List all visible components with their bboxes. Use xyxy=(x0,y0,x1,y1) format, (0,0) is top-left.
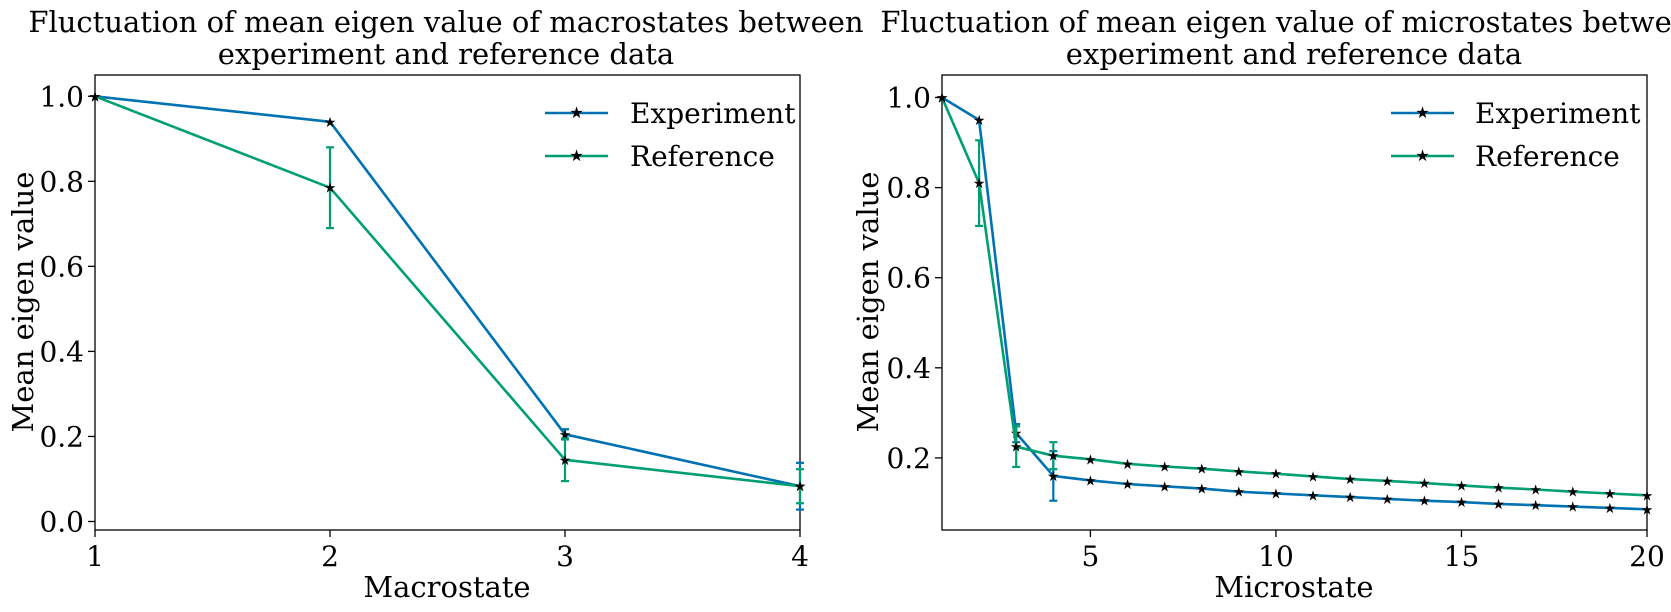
data-point-reference: ★ xyxy=(1010,440,1023,456)
microstate-chart-title-line-1: Fluctuation of mean eigen value of micro… xyxy=(880,5,1671,39)
y-tick-label: 0.4 xyxy=(39,335,84,368)
data-point-reference: ★ xyxy=(1233,464,1246,480)
macrostate-y-axis-label: Mean eigen value xyxy=(6,172,40,433)
series-line-experiment xyxy=(94,95,801,488)
data-point-experiment: ★ xyxy=(1418,494,1431,510)
y-tick-label: 1.0 xyxy=(39,80,84,113)
macrostate-chart-title-line-2: experiment and reference data xyxy=(218,37,674,71)
data-point-experiment: ★ xyxy=(973,113,986,129)
macrostate-plot-area xyxy=(94,74,801,531)
data-point-experiment: ★ xyxy=(1307,488,1320,504)
data-point-reference: ★ xyxy=(1381,474,1394,490)
data-point-reference: ★ xyxy=(1529,482,1542,498)
microstate-plot-area xyxy=(941,74,1648,531)
series-line-reference xyxy=(940,96,1648,497)
x-tick-label: 20 xyxy=(1629,540,1665,573)
data-point-experiment: ★ xyxy=(1270,487,1283,503)
y-tick-label: 1.0 xyxy=(886,82,931,115)
macrostate-chart: Fluctuation of mean eigen value of macro… xyxy=(6,5,864,604)
x-tick-label: 3 xyxy=(556,540,574,573)
data-point-reference: ★ xyxy=(1158,459,1171,475)
data-point-reference: ★ xyxy=(936,91,949,107)
legend-marker-experiment: ★ xyxy=(1415,103,1429,122)
data-point-reference: ★ xyxy=(1121,457,1134,473)
data-point-reference: ★ xyxy=(1455,478,1468,494)
data-point-experiment: ★ xyxy=(1641,502,1654,518)
series-line-reference xyxy=(94,95,801,488)
series-line-experiment xyxy=(941,96,1648,511)
y-tick-label: 0.8 xyxy=(39,165,84,198)
data-point-experiment: ★ xyxy=(1195,482,1208,498)
data-point-experiment: ★ xyxy=(1047,469,1060,485)
data-point-experiment: ★ xyxy=(1158,479,1171,495)
x-tick-label: 15 xyxy=(1444,540,1480,573)
data-point-experiment: ★ xyxy=(1529,498,1542,514)
x-tick-label: 10 xyxy=(1258,540,1294,573)
data-point-reference: ★ xyxy=(1418,476,1431,492)
data-point-experiment: ★ xyxy=(1344,490,1357,506)
data-point-experiment: ★ xyxy=(1604,501,1617,517)
microstate-y-axis-label: Mean eigen value xyxy=(851,172,885,433)
legend-marker-experiment: ★ xyxy=(569,103,583,122)
data-point-reference: ★ xyxy=(559,453,572,469)
x-tick-label: 4 xyxy=(791,540,809,573)
y-tick-label: 0.2 xyxy=(886,442,931,475)
data-point-experiment: ★ xyxy=(1233,485,1246,501)
data-point-reference: ★ xyxy=(1270,467,1283,483)
microstate-chart: Fluctuation of mean eigen value of micro… xyxy=(851,5,1671,604)
data-point-reference: ★ xyxy=(1084,452,1097,468)
macrostate-legend: ★ Experiment ★ Reference xyxy=(545,97,796,173)
data-point-experiment: ★ xyxy=(1567,500,1580,516)
x-tick-label: 2 xyxy=(321,540,339,573)
y-tick-label: 0.2 xyxy=(39,420,84,453)
data-point-reference: ★ xyxy=(1195,462,1208,478)
y-tick-label: 0.8 xyxy=(886,172,931,205)
data-point-reference: ★ xyxy=(324,181,337,197)
x-tick-label: 1 xyxy=(86,540,104,573)
data-point-reference: ★ xyxy=(794,479,807,495)
legend-label-reference: Reference xyxy=(1475,140,1620,173)
data-point-reference: ★ xyxy=(1344,472,1357,488)
y-tick-label: 0.0 xyxy=(39,505,84,538)
data-point-reference: ★ xyxy=(1604,487,1617,503)
macrostate-x-axis-label: Macrostate xyxy=(363,570,530,604)
data-point-experiment: ★ xyxy=(1381,492,1394,508)
data-point-reference: ★ xyxy=(1307,469,1320,485)
data-point-reference: ★ xyxy=(973,176,986,192)
legend-marker-reference: ★ xyxy=(569,146,583,165)
x-tick-label: 5 xyxy=(1082,540,1100,573)
data-point-experiment: ★ xyxy=(324,115,337,131)
legend-marker-reference: ★ xyxy=(1415,146,1429,165)
y-tick-label: 0.4 xyxy=(886,352,931,385)
data-point-experiment: ★ xyxy=(1455,495,1468,511)
data-point-reference: ★ xyxy=(1567,485,1580,501)
legend-label-experiment: Experiment xyxy=(630,97,796,130)
microstate-chart-title-line-2: experiment and reference data xyxy=(1066,37,1522,71)
data-point-experiment: ★ xyxy=(1084,473,1097,489)
data-point-experiment: ★ xyxy=(1121,477,1134,493)
data-point-reference: ★ xyxy=(89,89,102,105)
microstate-x-axis-label: Microstate xyxy=(1214,570,1373,604)
data-point-reference: ★ xyxy=(1047,449,1060,465)
data-point-reference: ★ xyxy=(1492,481,1505,497)
microstate-legend: ★ Experiment ★ Reference xyxy=(1391,97,1641,173)
legend-label-experiment: Experiment xyxy=(1475,97,1641,130)
data-point-reference: ★ xyxy=(1641,488,1654,504)
data-point-experiment: ★ xyxy=(1492,497,1505,513)
legend-label-reference: Reference xyxy=(630,140,775,173)
y-tick-label: 0.6 xyxy=(39,250,84,283)
y-tick-label: 0.6 xyxy=(886,262,931,295)
macrostate-chart-title-line-1: Fluctuation of mean eigen value of macro… xyxy=(28,5,863,39)
